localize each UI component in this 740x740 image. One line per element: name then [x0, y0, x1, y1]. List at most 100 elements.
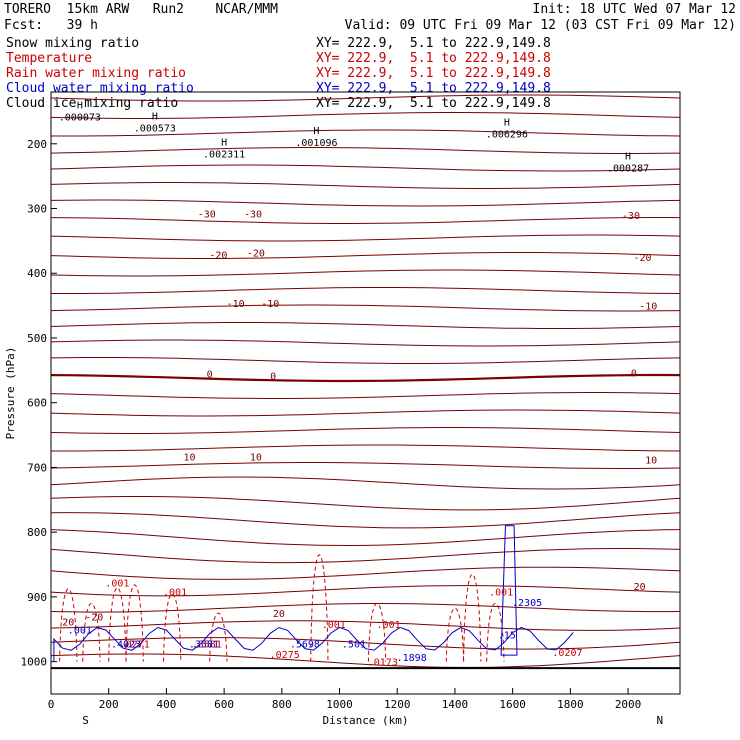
temperature-isotherm: [51, 129, 681, 137]
rain-label: .0207: [552, 648, 582, 659]
legend-label-temperature: Temperature: [6, 51, 93, 66]
x-tick-label: 0: [48, 698, 55, 711]
forecast-hour: Fcst: 39 h: [4, 18, 98, 33]
north-label: N: [656, 714, 663, 727]
temperature-label: 10: [183, 452, 195, 463]
temperature-isotherm: [50, 199, 681, 207]
temperature-label: -10: [261, 299, 279, 310]
x-axis-label: Distance (km): [322, 714, 408, 727]
temperature-isotherm: [50, 462, 681, 469]
rain-plume: [59, 588, 78, 662]
legend-xy-rain: XY= 222.9, 5.1 to 222.9,149.8: [316, 66, 551, 81]
temperature-label: 10: [645, 456, 657, 467]
temperature-label: -20: [247, 249, 265, 260]
y-tick-label: 500: [27, 332, 47, 345]
x-tick-label: 1200: [384, 698, 411, 711]
y-tick-label: 900: [27, 591, 47, 604]
cloud-label: .2305: [512, 598, 542, 609]
temperature-label: 0: [207, 370, 213, 381]
ice-max-value: .006296: [486, 129, 528, 140]
rain-label: .0271: [120, 640, 150, 651]
rain-plume: [463, 573, 482, 662]
rain-plume: [310, 554, 329, 662]
rain-plume: [163, 593, 182, 662]
temperature-label: 20: [634, 582, 646, 593]
south-label: S: [82, 714, 89, 727]
rain-plume: [108, 587, 127, 662]
legend-xy-temperature: XY= 222.9, 5.1 to 222.9,149.8: [316, 51, 551, 66]
temperature-label: -30: [622, 211, 640, 222]
ice-max-value: .000287: [607, 164, 649, 175]
legend-xy-cloud-ice: XY= 222.9, 5.1 to 222.9,149.8: [316, 96, 551, 111]
title-left: TORERO 15km ARW Run2 NCAR/MMM: [4, 2, 278, 17]
temperature-label: -10: [639, 302, 657, 313]
temperature-isotherm: [50, 373, 681, 383]
rain-plume: [445, 608, 465, 662]
temperature-isotherm: [51, 444, 681, 452]
temperature-label: -20: [209, 250, 227, 261]
cloud-label: .501: [342, 640, 366, 651]
temperature-label: 20: [62, 618, 74, 629]
cloud-label: .001: [68, 625, 92, 636]
x-tick-label: 2000: [615, 698, 642, 711]
x-tick-label: 1000: [326, 698, 353, 711]
plot-frame: [50, 91, 681, 695]
y-tick-label: 400: [27, 267, 47, 280]
temperature-contours: [50, 94, 681, 668]
temperature-isotherm: [50, 496, 681, 511]
y-tick-label: 1000: [21, 656, 48, 669]
temperature-label: 10: [250, 452, 262, 463]
temperature-isotherm: [50, 357, 681, 364]
temperature-label: -10: [227, 299, 245, 310]
rain-plume: [82, 602, 101, 662]
y-tick-label: 700: [27, 461, 47, 474]
temperature-label: -20: [85, 612, 103, 623]
y-tick-label: 300: [27, 203, 47, 216]
rain-label: .001: [377, 620, 401, 631]
ice-max-marker: H: [221, 137, 227, 148]
rain-plume: [486, 602, 505, 662]
ice-max-value: .002311: [203, 149, 245, 160]
temperature-isotherm: [50, 269, 681, 277]
cloud-water-tower: [500, 525, 518, 656]
temperature-label: 20: [273, 609, 285, 620]
temperature-label: -20: [633, 253, 651, 264]
x-tick-label: 1400: [442, 698, 469, 711]
rain-plume: [125, 584, 144, 662]
y-axis-label: Pressure (hPa): [4, 347, 17, 440]
temperature-isotherm: [50, 603, 681, 613]
temperature-isotherm: [50, 529, 681, 547]
ice-max-marker: H: [313, 126, 319, 137]
rain-plume: [209, 612, 228, 662]
legend-label-rain: Rain water mixing ratio: [6, 66, 187, 81]
temperature-isotherm: [50, 304, 681, 312]
rain-label: .0275: [270, 650, 300, 661]
temperature-isotherm: [50, 476, 681, 490]
cloud-water-contours: [53, 525, 574, 662]
rain-label: .3581: [192, 640, 222, 651]
temperature-isotherm: [50, 512, 681, 529]
temperature-isotherm: [50, 653, 681, 668]
temperature-isotherm: [50, 427, 681, 434]
cloud-label: .15: [498, 630, 516, 641]
cloud-label: .3581: [189, 640, 219, 651]
rain-contours: [59, 554, 505, 662]
legend-xy-snow: XY= 222.9, 5.1 to 222.9,149.8: [316, 36, 551, 51]
y-tick-label: 800: [27, 526, 47, 539]
x-tick-label: 800: [272, 698, 292, 711]
rain-label: .001: [489, 588, 513, 599]
valid-time: Valid: 09 UTC Fri 09 Mar 12 (03 CST Fri …: [344, 18, 736, 33]
temperature-isotherm: [50, 637, 681, 650]
temperature-isotherm: [50, 147, 681, 154]
temperature-isotherm: [50, 566, 681, 580]
cloud-label: .5698: [290, 640, 320, 651]
cloud-water-contour: [53, 626, 574, 662]
x-tick-label: 1600: [499, 698, 526, 711]
temperature-isotherm: [50, 409, 681, 417]
temperature-isotherm: [50, 234, 681, 242]
temperature-label: -30: [198, 210, 216, 221]
init-time: Init: 18 UTC Wed 07 Mar 12: [532, 2, 737, 17]
temperature-isotherm: [50, 252, 681, 259]
legend-label-snow: Snow mixing ratio: [6, 36, 140, 51]
